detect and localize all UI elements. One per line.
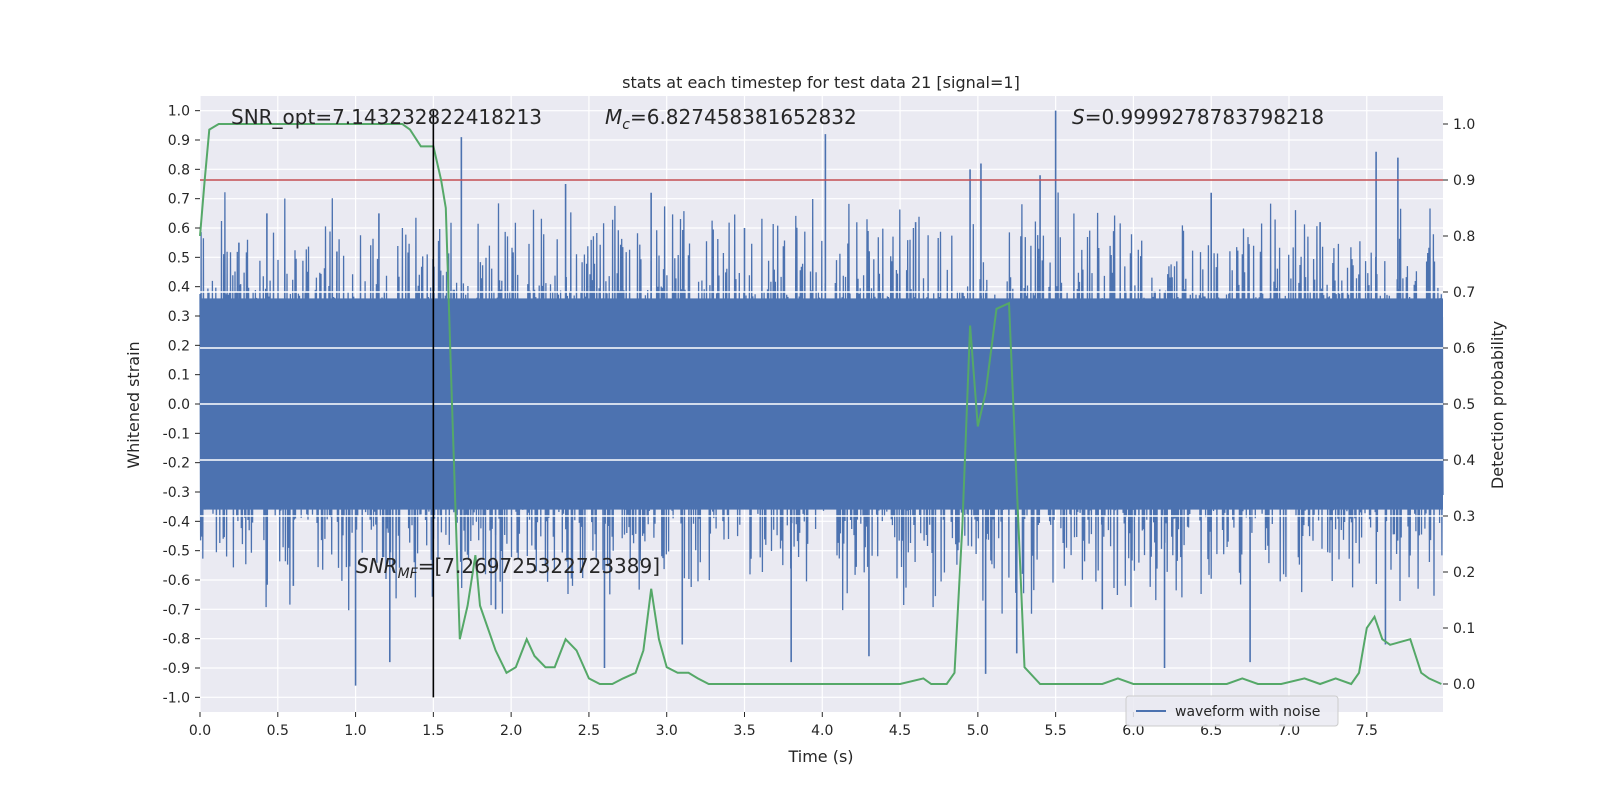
x-tick-label: 4.0 <box>811 723 833 739</box>
left-tick-label: 0.4 <box>168 280 190 296</box>
legend-label: waveform with noise <box>1175 704 1320 720</box>
right-tick-label: 0.3 <box>1453 509 1475 525</box>
x-tick-label: 6.5 <box>1200 723 1222 739</box>
x-tick-label: 6.0 <box>1122 723 1144 739</box>
right-tick-label: 0.8 <box>1453 229 1475 245</box>
snrmf-value: =[7.269725322723389] <box>418 554 660 578</box>
annotation-snr-mf: SNRMF=[7.269725322723389] <box>356 554 660 582</box>
right-tick-label: 0.0 <box>1453 677 1475 693</box>
white-reference-lines <box>200 291 1443 517</box>
left-tick-label: -0.7 <box>163 602 190 618</box>
x-tick-label: 1.5 <box>422 723 444 739</box>
left-tick-label: -0.6 <box>163 573 190 589</box>
left-axis-ticks: 1.0 0.9 0.8 0.7 0.6 0.5 0.4 0.3 0.2 0.1 0.0 -0.1 -0.… <box>163 104 200 706</box>
probability-line <box>199 123 1442 686</box>
x-tick-label: 7.0 <box>1278 723 1300 739</box>
right-tick-label: 0.4 <box>1453 453 1475 469</box>
mc-value: =6.827458381652832 <box>630 105 857 129</box>
left-tick-label: 0.8 <box>168 162 190 178</box>
left-tick-label: -0.3 <box>163 485 190 501</box>
left-tick-label: 1.0 <box>168 104 190 120</box>
annotation-snr-opt: SNR_opt=7.143232822418213 <box>231 105 542 129</box>
annotation-chirp-mass: Mc=6.827458381652832 <box>605 105 857 133</box>
left-tick-label: -0.8 <box>163 632 190 648</box>
left-tick-label: -0.4 <box>163 514 190 530</box>
mc-symbol: M <box>605 105 622 129</box>
left-tick-label: -0.2 <box>163 456 190 472</box>
s-symbol: S <box>1072 105 1085 129</box>
left-tick-label: -0.5 <box>163 544 190 560</box>
right-tick-label: 0.7 <box>1453 285 1475 301</box>
right-tick-label: 0.2 <box>1453 565 1475 581</box>
snrmf-symbol: SNR <box>356 554 398 578</box>
left-tick-label: 0.7 <box>168 192 190 208</box>
right-tick-label: 0.1 <box>1453 621 1475 637</box>
right-axis-ticks: 1.0 0.9 0.8 0.7 0.6 0.5 0.4 0.3 0.2 0.1 0.0 <box>1443 117 1475 693</box>
left-tick-label: 0.1 <box>168 368 190 384</box>
right-tick-label: 0.9 <box>1453 173 1475 189</box>
legend: waveform with noise <box>1125 695 1339 727</box>
x-tick-label: 2.5 <box>578 723 600 739</box>
left-tick-label: -0.9 <box>163 661 190 677</box>
legend-box <box>1125 695 1339 727</box>
left-tick-label: 0.0 <box>168 397 190 413</box>
left-tick-label: 0.5 <box>168 250 190 266</box>
x-tick-label: 5.5 <box>1044 723 1066 739</box>
x-tick-label: 4.5 <box>889 723 911 739</box>
chart-title: stats at each timestep for test data 21 … <box>622 73 1020 92</box>
x-axis-label: Time (s) <box>787 747 853 766</box>
snrmf-subscript: MF <box>398 566 419 582</box>
annotation-s: S=0.9999278783798218 <box>1072 105 1324 129</box>
left-tick-label: 0.9 <box>168 133 190 149</box>
x-tick-label: 3.0 <box>656 723 678 739</box>
left-tick-label: 0.6 <box>168 221 190 237</box>
y-axis-label-left: Whitened strain <box>124 341 143 468</box>
right-tick-label: 0.5 <box>1453 397 1475 413</box>
left-tick-label: -1.0 <box>163 690 190 706</box>
y-axis-label-right: Detection probability <box>1488 321 1507 489</box>
right-tick-label: 0.6 <box>1453 341 1475 357</box>
probability-series <box>199 123 1442 686</box>
left-tick-label: -0.1 <box>163 426 190 442</box>
right-tick-label: 1.0 <box>1453 117 1475 133</box>
x-tick-label: 2.0 <box>500 723 522 739</box>
x-tick-label: 7.5 <box>1356 723 1378 739</box>
left-tick-label: 0.2 <box>168 338 190 354</box>
s-value: =0.9999278783798218 <box>1085 105 1324 129</box>
x-tick-label: 0.5 <box>267 723 289 739</box>
mc-subscript: c <box>622 117 630 133</box>
x-tick-label: 3.5 <box>733 723 755 739</box>
x-tick-label: 5.0 <box>967 723 989 739</box>
left-tick-label: 0.3 <box>168 309 190 325</box>
x-tick-label: 1.0 <box>344 723 366 739</box>
x-tick-label: 0.0 <box>189 723 211 739</box>
